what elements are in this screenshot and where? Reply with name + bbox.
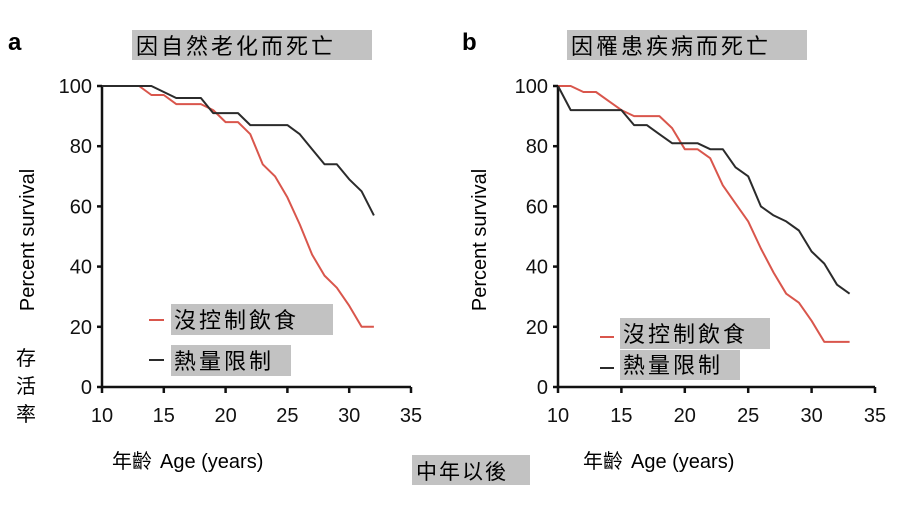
panel-b-letter: b [462,29,477,56]
panel-a-title-highlight [132,30,372,60]
series-line-ad-libitum [558,85,850,343]
legend-label-caloric-restriction: 熱量限制 [623,354,723,379]
y-tick-label: 40 [526,257,548,279]
panel-a-x-axis-label-cjk: 年齡 [112,449,152,473]
x-tick-label: 10 [547,405,569,427]
panel-b-title-highlight [567,30,807,60]
panel-b-y-axis-label: Percent survival [469,169,491,311]
y-tick-label: 100 [59,76,92,98]
panel-b-title: 因罹患疾病而死亡 [571,35,771,60]
series-line-caloric-restriction [102,85,375,216]
panel-a-axes: 0 20 40 60 80 100 10 15 20 25 30 35 [59,76,423,427]
legend-label-caloric-restriction: 熱量限制 [174,350,274,375]
x-tick-label: 35 [864,405,886,427]
legend-label-highlight [171,345,291,376]
panel-b: b 因罹患疾病而死亡 Percent survival 0 20 40 60 80 100… [462,29,886,473]
center-caption-highlight [412,455,530,485]
panel-a-x-axis-label: Age (years) [160,451,263,473]
x-tick-label: 15 [153,405,175,427]
legend-label-highlight [171,304,333,335]
panel-b-axes: 0 20 40 60 80 100 10 15 20 25 30 35 [515,76,887,427]
panel-b-x-axis-label-cjk: 年齡 [583,449,623,473]
x-tick-label: 25 [276,405,298,427]
panel-a-title: 因自然老化而死亡 [136,35,336,60]
x-tick-label: 30 [800,405,822,427]
y-tick-label: 60 [70,196,92,218]
y-tick-label: 0 [537,377,548,399]
panel-a-series [102,85,375,328]
y-tick-label: 80 [526,136,548,158]
series-line-caloric-restriction [557,85,851,295]
x-tick-label: 20 [214,405,236,427]
y-tick-label: 60 [526,196,548,218]
x-tick-label: 20 [674,405,696,427]
y-side-caption: 存 活 率 [16,346,36,426]
legend-label-highlight [620,350,740,380]
y-tick-label: 0 [81,377,92,399]
x-tick-label: 30 [338,405,360,427]
x-tick-label: 15 [610,405,632,427]
y-side-caption-char-1: 存 [16,346,36,370]
y-side-caption-char-3: 率 [16,402,36,426]
legend-label-ad-libitum: 沒控制飲食 [174,309,299,334]
panel-b-legend: 沒控制飲食 熱量限制 [600,318,770,380]
y-tick-label: 20 [70,317,92,339]
panel-a-legend: 沒控制飲食 熱量限制 [149,304,333,376]
y-side-caption-char-2: 活 [16,374,36,398]
y-tick-label: 80 [70,136,92,158]
x-tick-label: 10 [91,405,113,427]
x-tick-label: 25 [737,405,759,427]
y-tick-label: 40 [70,257,92,279]
legend-label-highlight [620,318,770,349]
panel-a-letter: a [8,29,22,56]
series-line-ad-libitum [102,85,374,328]
panel-a-y-axis-label: Percent survival [17,169,39,311]
panel-b-series [557,85,851,343]
y-tick-label: 20 [526,317,548,339]
panel-a: a 因自然老化而死亡 Percent survival 0 20 40 60 80 100… [8,29,422,473]
y-tick-label: 100 [515,76,548,98]
center-caption: 中年以後 [416,460,508,484]
legend-label-ad-libitum: 沒控制飲食 [623,323,748,348]
panel-b-x-axis-label: Age (years) [631,451,734,473]
x-tick-label: 35 [400,405,422,427]
